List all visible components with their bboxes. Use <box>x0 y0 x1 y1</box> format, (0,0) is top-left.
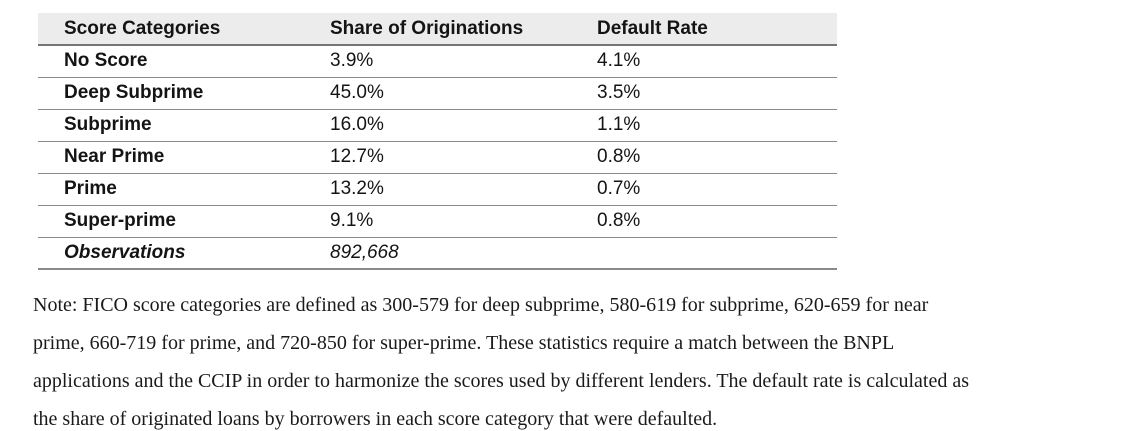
table-note: Note: FICO score categories are defined … <box>33 286 1123 431</box>
share-cell: 9.1% <box>330 210 374 231</box>
note-line: Note: FICO score categories are defined … <box>33 294 929 316</box>
category-cell: Subprime <box>64 114 152 135</box>
note-line: the share of originated loans by borrowe… <box>33 408 718 430</box>
empty-cell <box>597 237 837 269</box>
category-cell: No Score <box>64 50 148 72</box>
table-row: Near Prime 12.7% 0.8% <box>38 141 837 173</box>
default-rate-cell: 1.1% <box>597 114 641 135</box>
observations-value: 892,668 <box>330 241 399 263</box>
table-row: Prime 13.2% 0.7% <box>38 173 837 205</box>
category-cell: Prime <box>64 178 117 199</box>
table-row: No Score 3.9% 4.1% <box>38 45 837 77</box>
table-header-row: Score Categories Share of Originations D… <box>38 13 837 45</box>
col-header-share-of-originations: Share of Originations <box>330 17 524 39</box>
note-line: applications and the CCIP in order to ha… <box>33 370 969 392</box>
default-rate-cell: 4.1% <box>597 50 641 72</box>
col-header-score-categories: Score Categories <box>64 17 221 39</box>
share-cell: 12.7% <box>330 146 384 167</box>
category-cell: Near Prime <box>64 146 165 167</box>
note-line: prime, 660-719 for prime, and 720-850 fo… <box>33 332 895 354</box>
category-cell: Deep Subprime <box>64 82 204 103</box>
table-row: Deep Subprime 45.0% 3.5% <box>38 77 837 109</box>
default-rate-cell: 3.5% <box>597 82 641 103</box>
score-categories-table: Score Categories Share of Originations D… <box>38 13 837 270</box>
share-cell: 45.0% <box>330 82 384 103</box>
observations-label: Observations <box>64 241 186 263</box>
share-cell: 16.0% <box>330 114 384 135</box>
default-rate-cell: 0.7% <box>597 178 641 199</box>
default-rate-cell: 0.8% <box>597 210 641 231</box>
share-cell: 13.2% <box>330 178 384 199</box>
table-row: Super-prime 9.1% 0.8% <box>38 205 837 237</box>
table-row: Subprime 16.0% 1.1% <box>38 109 837 141</box>
observations-row: Observations 892,668 <box>38 237 837 269</box>
share-cell: 3.9% <box>330 50 374 72</box>
category-cell: Super-prime <box>64 210 176 231</box>
default-rate-cell: 0.8% <box>597 146 641 167</box>
col-header-default-rate: Default Rate <box>597 17 708 39</box>
